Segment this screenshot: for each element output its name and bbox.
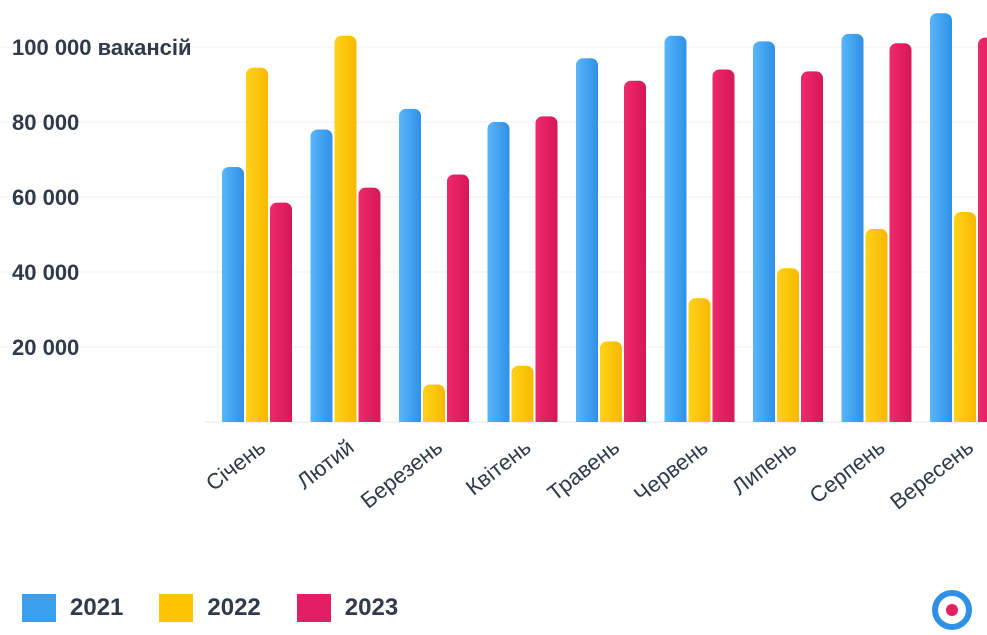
bar-2021 xyxy=(930,13,952,422)
legend-item-2022: 2022 xyxy=(159,594,261,622)
bar-2023 xyxy=(889,43,912,422)
bar-2023-base xyxy=(712,414,735,422)
bar-2021 xyxy=(664,35,687,422)
legend-item-2023: 2023 xyxy=(296,594,399,622)
bar-2023 xyxy=(712,69,735,422)
bar-2023 xyxy=(535,116,558,422)
legend-label-2023: 2023 xyxy=(344,594,399,621)
bar-2021 xyxy=(753,41,775,422)
bar-2021-base xyxy=(664,414,687,422)
bar-2021 xyxy=(399,108,421,422)
y-tick-label: 80 000 xyxy=(12,110,79,135)
bar-2022 xyxy=(688,298,711,422)
bar-2021-base xyxy=(930,414,952,422)
bar-2022-base xyxy=(423,414,445,422)
bar-2022-base xyxy=(865,414,888,422)
y-axis-tick-labels: 20 000 40 000 60 000 80 000 100 000 вакансій xyxy=(12,35,192,360)
bar-2021-base xyxy=(753,414,775,422)
bar-2023-base xyxy=(535,414,558,422)
x-tick-label: Лютий xyxy=(292,434,359,494)
bar-2022-base xyxy=(334,414,357,422)
bar-2023 xyxy=(447,174,469,422)
bar-2022 xyxy=(954,212,976,422)
bar-2023 xyxy=(270,202,292,422)
x-tick-label: Червень xyxy=(629,434,712,507)
bar-2022 xyxy=(423,384,445,422)
bar-2023 xyxy=(801,71,823,422)
bar-2021-base xyxy=(487,414,510,422)
bar-2021-base xyxy=(310,414,333,422)
y-tick-label: 40 000 xyxy=(12,260,79,285)
bar-2021 xyxy=(222,167,244,422)
bar-2022-base xyxy=(688,414,711,422)
bar-2022 xyxy=(865,228,888,422)
x-tick-label: Березень xyxy=(356,434,447,513)
target-logo-icon xyxy=(932,590,972,630)
bar-2022-base xyxy=(600,414,622,422)
bar-2021 xyxy=(576,58,598,422)
bar-2022 xyxy=(777,268,799,422)
bar-2021 xyxy=(487,122,510,422)
x-tick-label: Серпень xyxy=(805,434,890,508)
x-tick-label: Вересень xyxy=(885,434,978,514)
x-tick-label: Травень xyxy=(543,434,625,505)
bar-2023-base xyxy=(447,414,469,422)
bar-2023-base xyxy=(889,414,912,422)
legend-swatch-2021 xyxy=(22,594,56,622)
bar-2022 xyxy=(600,341,622,422)
bar-2023-base xyxy=(624,414,646,422)
legend-item-2021: 2021 xyxy=(22,594,123,622)
bar-2021 xyxy=(841,33,864,422)
legend-swatch-2022 xyxy=(159,594,194,622)
bar-2022-base xyxy=(246,414,268,422)
x-tick-label: Квітень xyxy=(461,434,536,500)
bar-2023-base xyxy=(358,414,381,422)
bar-2021 xyxy=(310,129,333,422)
bar-chart: 20 000 40 000 60 000 80 000 100 000 вакансій… xyxy=(0,13,987,514)
bar-2023-base xyxy=(270,414,292,422)
bar-2022-base xyxy=(954,414,976,422)
legend-label-2021: 2021 xyxy=(70,594,124,621)
y-tick-label: 60 000 xyxy=(12,185,79,210)
bar-2021-base xyxy=(399,414,421,422)
legend-label-2022: 2022 xyxy=(207,594,261,621)
bar-2021-base xyxy=(576,414,598,422)
bar-2021-base xyxy=(222,414,244,422)
bar-2023-base xyxy=(978,414,987,422)
bar-2022-base xyxy=(777,414,799,422)
y-tick-label: 20 000 xyxy=(12,335,79,360)
bar-2022 xyxy=(246,67,268,422)
bar-2022 xyxy=(334,35,357,422)
x-tick-label: Липень xyxy=(727,434,801,500)
bar-2023 xyxy=(358,187,381,422)
bar-2022-base xyxy=(511,414,534,422)
x-tick-label: Січень xyxy=(201,434,270,496)
bar-2023 xyxy=(624,80,646,422)
y-tick-label: 100 000 вакансій xyxy=(12,35,192,60)
bar-2023-base xyxy=(801,414,823,422)
bar-2022 xyxy=(511,365,534,422)
legend-swatch-2023 xyxy=(296,594,331,622)
bars xyxy=(222,13,987,422)
bar-2023 xyxy=(978,37,987,422)
legend: 2021 2022 2023 xyxy=(22,594,434,622)
bar-2021-base xyxy=(841,414,864,422)
